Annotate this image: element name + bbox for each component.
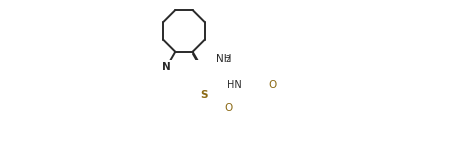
Text: 2: 2 [226,55,230,64]
Text: S: S [201,90,208,100]
Text: N: N [162,62,171,72]
Text: NH: NH [217,54,232,64]
Text: O: O [224,103,232,113]
Text: HN: HN [227,80,241,90]
Text: O: O [269,80,277,90]
